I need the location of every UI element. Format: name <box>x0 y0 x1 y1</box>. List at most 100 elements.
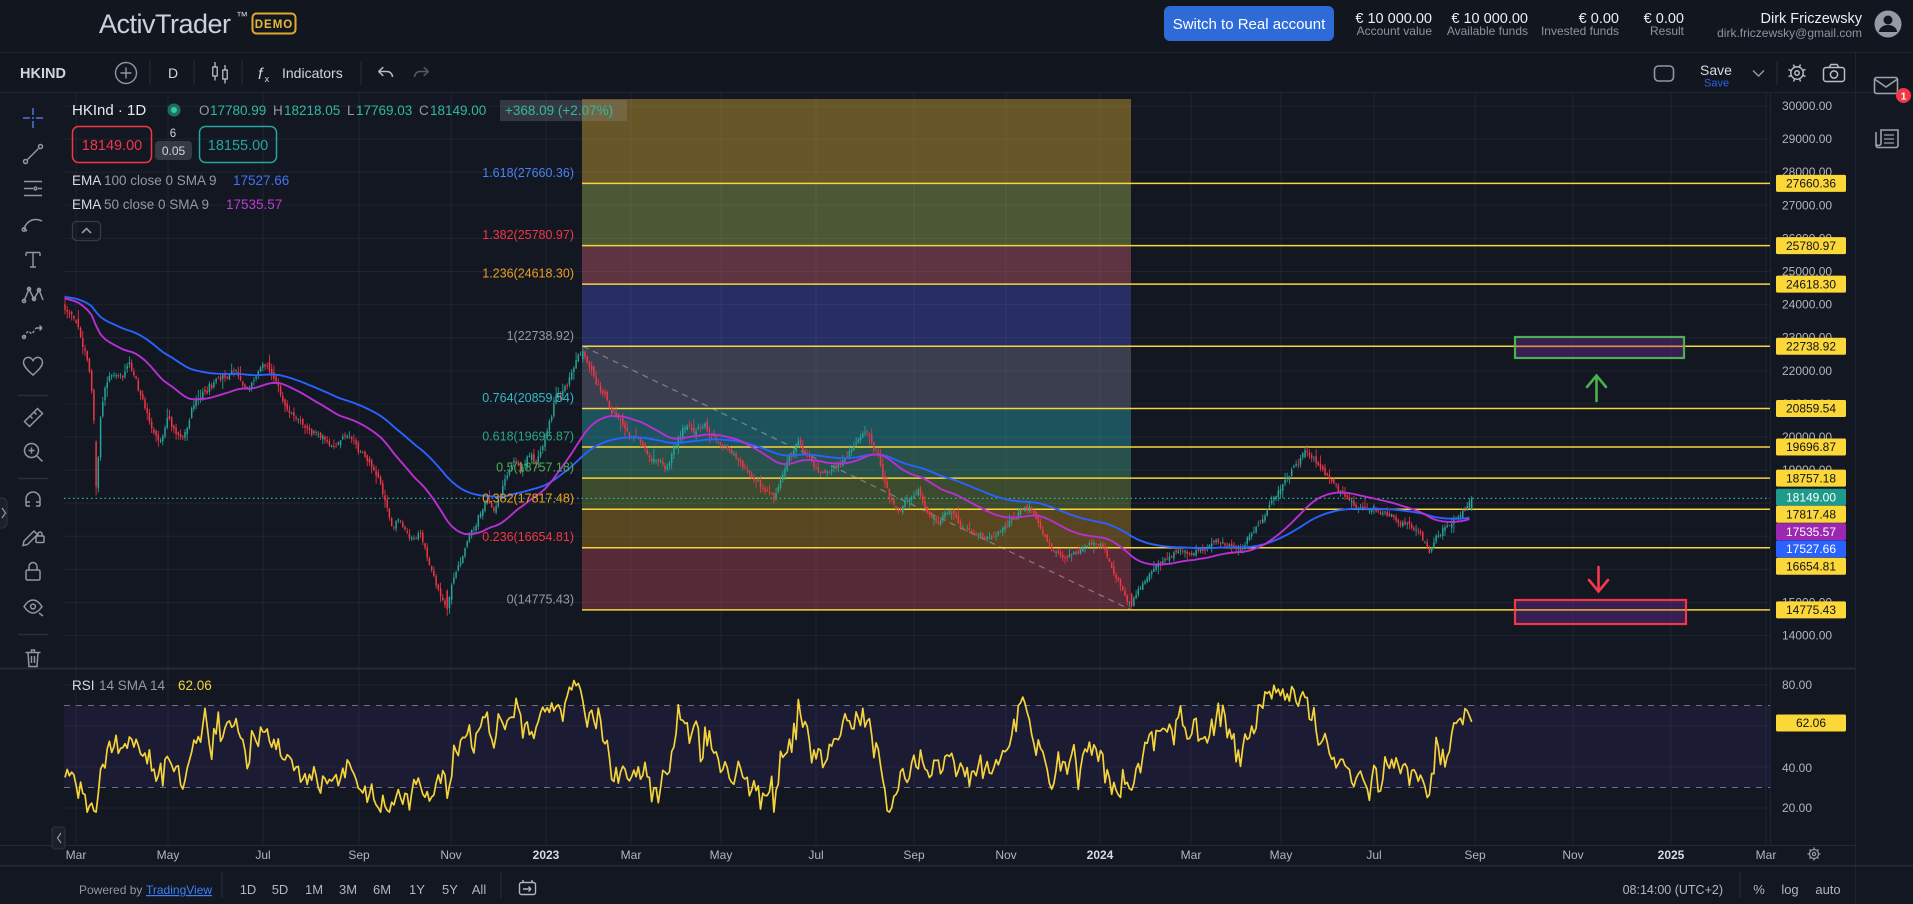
svg-text:6M: 6M <box>373 882 391 897</box>
svg-text:20859.54: 20859.54 <box>1786 402 1836 416</box>
svg-text:27000.00: 27000.00 <box>1782 198 1832 212</box>
svg-text:O: O <box>199 103 210 118</box>
svg-text:14775.43: 14775.43 <box>1786 603 1836 617</box>
svg-text:1D: 1D <box>240 882 257 897</box>
svg-text:08:14:00 (UTC+2): 08:14:00 (UTC+2) <box>1623 883 1723 897</box>
svg-text:Nov: Nov <box>440 848 461 862</box>
svg-text:Switch to Real account: Switch to Real account <box>1173 16 1326 33</box>
svg-text:€ 10 000.00: € 10 000.00 <box>1355 11 1432 27</box>
svg-text:May: May <box>710 848 733 862</box>
svg-text:%: % <box>1753 882 1765 897</box>
svg-text:Mar: Mar <box>66 848 87 862</box>
svg-text:™: ™ <box>236 9 248 23</box>
svg-text:Invested funds: Invested funds <box>1541 24 1619 38</box>
svg-text:1.236(24618.30): 1.236(24618.30) <box>482 267 574 281</box>
svg-text:1.382(25780.97): 1.382(25780.97) <box>482 228 574 242</box>
svg-text:RSI: RSI <box>72 678 95 693</box>
svg-text:18149.00: 18149.00 <box>430 103 486 118</box>
svg-text:17817.48: 17817.48 <box>1786 508 1836 522</box>
svg-text:2025: 2025 <box>1658 848 1685 862</box>
svg-text:18218.05: 18218.05 <box>284 103 340 118</box>
svg-text:Jul: Jul <box>1366 848 1381 862</box>
svg-text:0.05: 0.05 <box>162 144 186 158</box>
svg-text:30000.00: 30000.00 <box>1782 99 1832 113</box>
svg-text:2024: 2024 <box>1087 848 1114 862</box>
svg-text:Nov: Nov <box>1562 848 1583 862</box>
svg-text:+368.09 (+2.07%): +368.09 (+2.07%) <box>505 103 613 118</box>
svg-text:0.236(16654.81): 0.236(16654.81) <box>482 530 574 544</box>
svg-text:20.00: 20.00 <box>1782 801 1812 815</box>
svg-text:1Y: 1Y <box>409 882 425 897</box>
svg-text:0(14775.43): 0(14775.43) <box>507 592 574 606</box>
svg-text:Mar: Mar <box>1756 848 1777 862</box>
svg-text:17535.57: 17535.57 <box>226 197 282 212</box>
svg-text:HKIND: HKIND <box>20 66 66 82</box>
svg-text:Save: Save <box>1700 62 1732 78</box>
svg-text:Save: Save <box>1704 78 1729 90</box>
svg-text:0.764(20859.54): 0.764(20859.54) <box>482 391 574 405</box>
svg-text:25780.97: 25780.97 <box>1786 239 1836 253</box>
svg-text:Mar: Mar <box>621 848 642 862</box>
svg-text:D: D <box>168 65 178 81</box>
svg-text:1(22738.92): 1(22738.92) <box>507 329 574 343</box>
svg-text:62.06: 62.06 <box>178 678 212 693</box>
svg-text:24000.00: 24000.00 <box>1782 298 1832 312</box>
svg-text:ActivTrader: ActivTrader <box>99 9 231 39</box>
svg-text:18149.00: 18149.00 <box>82 138 142 154</box>
svg-text:C: C <box>419 103 429 118</box>
svg-text:dirk.friczewsky@gmail.com: dirk.friczewsky@gmail.com <box>1717 26 1862 40</box>
svg-text:1: 1 <box>1901 91 1907 103</box>
svg-text:TradingView: TradingView <box>146 883 212 897</box>
svg-text:17527.66: 17527.66 <box>233 173 289 188</box>
svg-text:3M: 3M <box>339 882 357 897</box>
svg-text:0.5(18757.18): 0.5(18757.18) <box>496 461 574 475</box>
svg-text:Mar: Mar <box>1181 848 1202 862</box>
svg-text:May: May <box>157 848 180 862</box>
svg-text:62.06: 62.06 <box>1796 716 1826 730</box>
svg-text:25000.00: 25000.00 <box>1782 265 1832 279</box>
svg-text:H: H <box>273 103 283 118</box>
svg-text:80.00: 80.00 <box>1782 678 1812 692</box>
svg-text:0.382(17817.48): 0.382(17817.48) <box>482 492 574 506</box>
svg-text:0.618(19696.87): 0.618(19696.87) <box>482 430 574 444</box>
svg-text:6: 6 <box>170 128 176 140</box>
svg-text:29000.00: 29000.00 <box>1782 132 1832 146</box>
svg-text:1.618(27660.36): 1.618(27660.36) <box>482 166 574 180</box>
svg-text:40.00: 40.00 <box>1782 761 1812 775</box>
svg-text:2023: 2023 <box>533 848 560 862</box>
svg-text:5Y: 5Y <box>442 882 458 897</box>
svg-text:18757.18: 18757.18 <box>1786 471 1836 485</box>
svg-text:Sep: Sep <box>903 848 925 862</box>
svg-text:f: f <box>258 66 264 83</box>
svg-text:17769.03: 17769.03 <box>356 103 412 118</box>
svg-text:17780.99: 17780.99 <box>210 103 266 118</box>
svg-text:x: x <box>265 74 270 85</box>
svg-text:22000.00: 22000.00 <box>1782 364 1832 378</box>
svg-text:Jul: Jul <box>255 848 270 862</box>
svg-text:Account value: Account value <box>1357 24 1433 38</box>
svg-text:Powered by: Powered by <box>79 883 142 897</box>
svg-text:50 close 0 SMA 9: 50 close 0 SMA 9 <box>104 197 209 212</box>
svg-text:Result: Result <box>1650 24 1685 38</box>
svg-text:L: L <box>347 103 355 118</box>
svg-text:5D: 5D <box>272 882 289 897</box>
svg-text:Jul: Jul <box>808 848 823 862</box>
svg-text:22738.92: 22738.92 <box>1786 340 1836 354</box>
svg-text:auto: auto <box>1815 882 1840 897</box>
svg-text:18155.00: 18155.00 <box>208 138 268 154</box>
svg-text:EMA: EMA <box>72 173 101 188</box>
svg-text:€ 0.00: € 0.00 <box>1579 11 1619 27</box>
svg-text:log: log <box>1781 882 1798 897</box>
svg-text:All: All <box>472 882 487 897</box>
svg-text:100 close 0 SMA 9: 100 close 0 SMA 9 <box>104 173 217 188</box>
svg-text:Indicators: Indicators <box>282 65 343 81</box>
svg-text:24618.30: 24618.30 <box>1786 277 1836 291</box>
svg-text:May: May <box>1270 848 1293 862</box>
svg-text:14000.00: 14000.00 <box>1782 629 1832 643</box>
svg-text:14 SMA 14: 14 SMA 14 <box>99 678 166 693</box>
svg-text:Sep: Sep <box>348 848 370 862</box>
svg-text:18149.00: 18149.00 <box>1786 491 1836 505</box>
svg-text:1M: 1M <box>305 882 323 897</box>
svg-text:Nov: Nov <box>995 848 1016 862</box>
svg-text:Sep: Sep <box>1464 848 1486 862</box>
